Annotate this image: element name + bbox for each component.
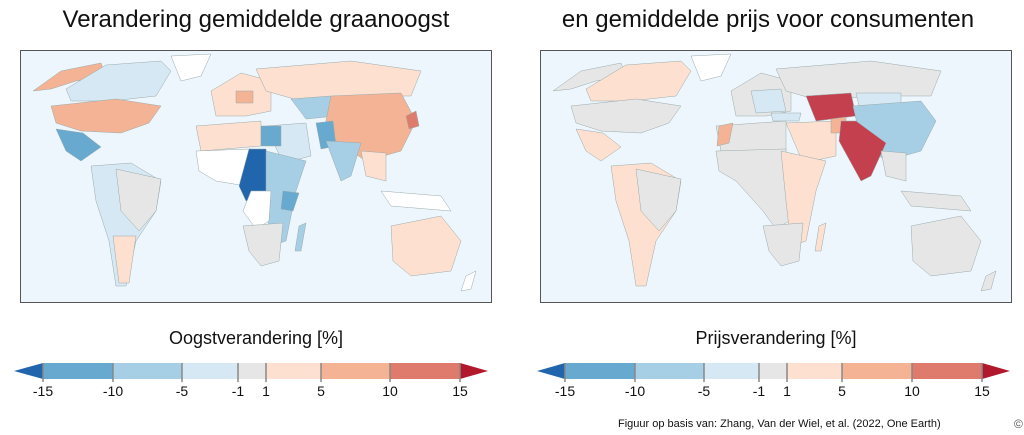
- left-map-title: Verandering gemiddelde graanoogst: [62, 6, 450, 33]
- source-credit: Figuur op basis van: Zhang, Van der Wiel…: [618, 418, 941, 430]
- tick-label: 1: [262, 383, 270, 399]
- right-map-title: en gemiddelde prijs voor consumenten: [561, 6, 975, 33]
- tick-label: -10: [624, 383, 646, 399]
- tick-label: -15: [32, 383, 54, 399]
- price-change-map: [540, 50, 1012, 303]
- tick-label: -5: [175, 383, 189, 399]
- tick-label: 15: [974, 383, 990, 399]
- left-colorbar: [14, 363, 488, 382]
- tick-label: 1: [783, 383, 791, 399]
- right-colorbar-title: Prijsverandering [%]: [695, 328, 857, 348]
- tick-label: 10: [382, 383, 398, 399]
- tick-label: -15: [554, 383, 576, 399]
- tick-label: -1: [231, 383, 245, 399]
- colorbars: [14, 363, 1010, 382]
- left-colorbar-title: Oogstverandering [%]: [168, 328, 344, 348]
- right-colorbar: [537, 363, 1010, 382]
- tick-label: 15: [452, 383, 468, 399]
- tick-label: 5: [838, 383, 846, 399]
- tick-label: -10: [102, 383, 124, 399]
- tick-label: -5: [697, 383, 711, 399]
- copyright-icon: ©: [1014, 417, 1023, 431]
- tick-label: 5: [317, 383, 325, 399]
- tick-label: 10: [904, 383, 920, 399]
- tick-label: -1: [752, 383, 766, 399]
- yield-change-map: [20, 50, 492, 303]
